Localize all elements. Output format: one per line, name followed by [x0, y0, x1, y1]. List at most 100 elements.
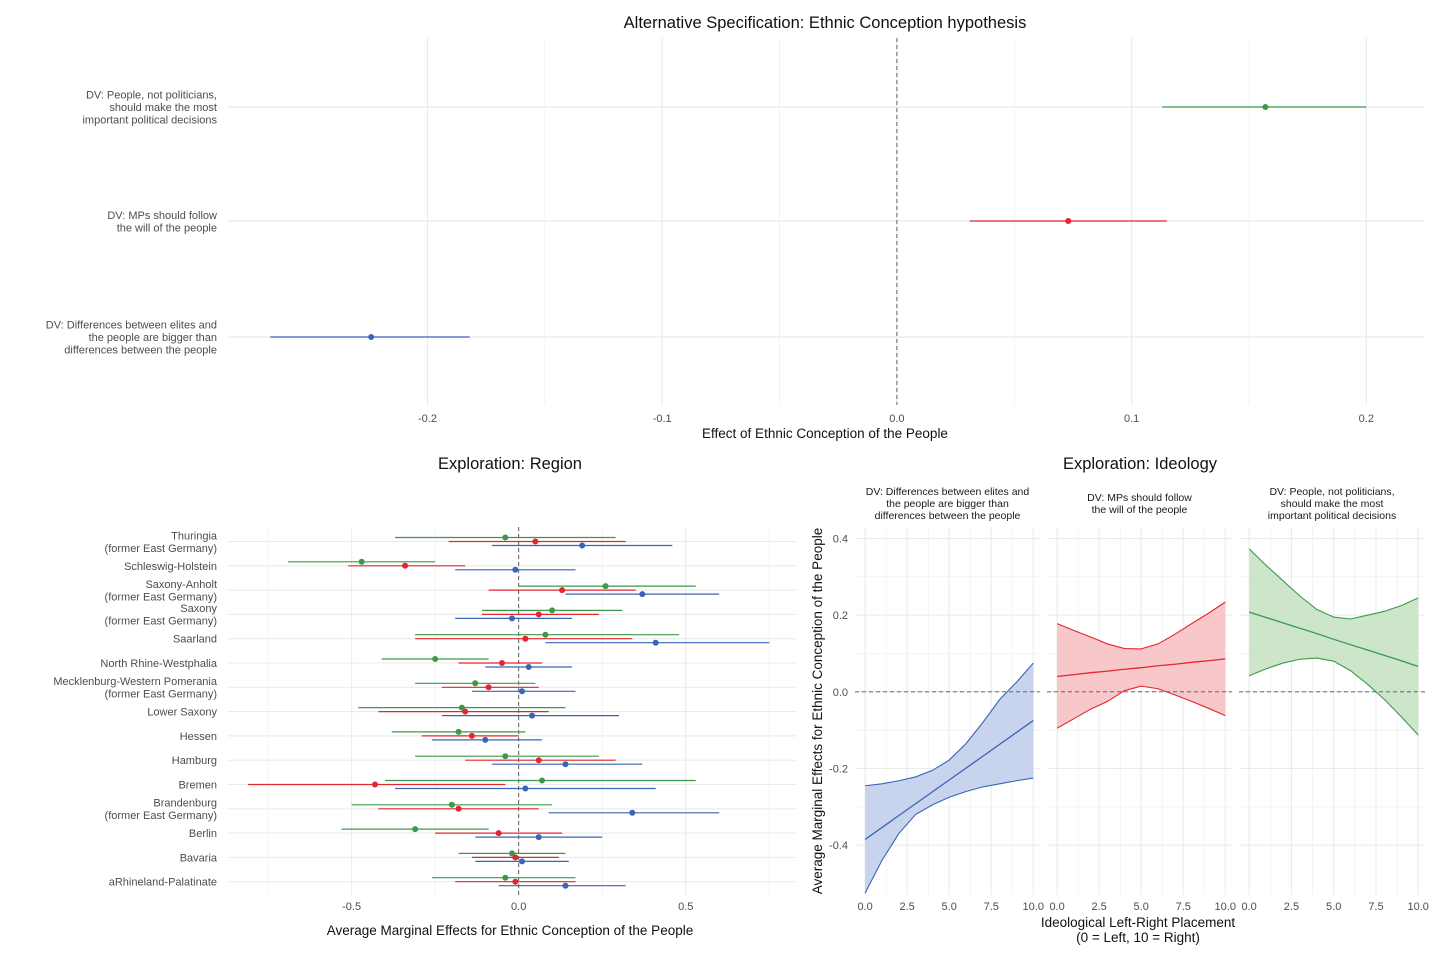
x-tick-label: 0.0 — [1049, 901, 1064, 913]
x-tick-label: 0.0 — [857, 901, 872, 913]
estimate-point — [432, 656, 439, 662]
x-axis-label: Ideological Left-Right Placement (0 = Lef… — [1041, 915, 1236, 945]
facet-title: DV: People, not politicians, should make … — [1268, 486, 1396, 522]
estimate-point — [562, 882, 569, 889]
estimate-point — [629, 809, 636, 816]
estimate-point — [458, 704, 465, 711]
y-category-label: Saarland — [173, 634, 217, 646]
y-category-label: DV: Differences between elites and the pe… — [46, 320, 217, 357]
estimate-point — [495, 830, 502, 837]
estimate-point — [512, 854, 519, 861]
estimate-point — [502, 534, 509, 541]
x-tick-label: 7.5 — [1368, 901, 1383, 913]
estimate-point — [529, 712, 536, 719]
confidence-band — [1249, 548, 1419, 736]
x-tick-label: 0.1 — [1124, 413, 1139, 425]
x-tick-label: 7.5 — [1176, 901, 1191, 913]
x-tick-label: 0.5 — [678, 901, 693, 913]
y-category-label: Mecklenburg-Western Pomerania (former Eas… — [53, 676, 218, 701]
estimate-point — [455, 805, 462, 812]
estimate-line — [1248, 611, 1419, 668]
estimate-point — [358, 558, 365, 565]
facet-title: DV: Differences between elites and the pe… — [866, 486, 1030, 522]
estimate-point — [1065, 218, 1072, 224]
estimate-point — [472, 680, 479, 687]
y-tick-label: -0.4 — [829, 840, 848, 852]
estimate-line — [1057, 658, 1226, 678]
x-tick-label: 5.0 — [942, 901, 957, 913]
x-tick-label: 10.0 — [1215, 901, 1236, 913]
x-tick-label: 7.5 — [984, 901, 999, 913]
lower-bound-line — [1248, 657, 1419, 736]
upper-bound-line — [865, 662, 1034, 787]
lower-bound-line — [1056, 685, 1226, 729]
y-tick-label: 0.0 — [833, 687, 848, 699]
estimate-point — [509, 615, 515, 622]
x-tick-label: -0.5 — [342, 901, 361, 913]
y-category-label: Saxony-Anholt (former East Germany) — [105, 579, 217, 604]
estimate-point — [498, 660, 505, 666]
y-category-label: DV: People, not politicians, should make … — [82, 90, 217, 127]
x-tick-label: -0.2 — [418, 413, 437, 425]
x-tick-label: 10.0 — [1023, 901, 1044, 913]
y-category-label: Schleswig-Holstein — [124, 561, 217, 573]
facet-2: 0.0 2.5 5.0 7.5 10.0 DV: MPs should follow the… — [1047, 492, 1236, 913]
estimate-point — [519, 858, 526, 865]
x-axis-label: Average Marginal Effects for Ethnic Conc… — [327, 923, 693, 938]
estimate-point — [1262, 104, 1269, 110]
x-tick-label: 2.5 — [899, 901, 914, 913]
x-tick-label: 5.0 — [1134, 901, 1149, 913]
y-category-label: Bremen — [178, 780, 217, 792]
y-category-label: DV: MPs should follow the will of the peo… — [107, 210, 217, 235]
y-category-label: Thuringia (former East Germany) — [105, 530, 218, 555]
estimate-point — [522, 785, 529, 792]
estimate-point — [372, 781, 379, 788]
upper-bound-line — [1056, 601, 1226, 650]
estimate-point — [455, 728, 462, 735]
upper-bound-line — [1248, 548, 1419, 620]
y-category-label: Berlin — [189, 828, 217, 840]
estimate-point — [525, 664, 532, 670]
x-tick-label: 2.5 — [1091, 901, 1106, 913]
estimate-point — [532, 538, 539, 545]
estimate-point — [535, 611, 542, 618]
x-tick-label: 2.5 — [1284, 901, 1299, 913]
y-category-label: North Rhine-Westphalia — [100, 658, 217, 670]
y-category-label: Bavaria — [180, 852, 218, 864]
x-tick-label: 5.0 — [1326, 901, 1341, 913]
y-category-label: Brandenburg (former East Germany) — [105, 798, 217, 823]
y-category-label: Hamburg — [172, 755, 217, 767]
facet-title: DV: MPs should follow the will of the peo… — [1087, 492, 1192, 516]
estimate-point — [512, 566, 519, 573]
estimate-point — [485, 684, 492, 691]
y-tick-label: 0.4 — [833, 534, 848, 546]
estimate-point — [639, 591, 646, 598]
estimate-point — [535, 834, 542, 841]
estimate-point — [462, 708, 469, 715]
y-category-label: Saxony (former East Germany) — [105, 603, 218, 628]
y-category-label: Hessen — [180, 731, 217, 743]
x-axis-label: Effect of Ethnic Conception of the Peopl… — [702, 426, 948, 441]
panel-ideology: -0.4 -0.2 0.0 0.2 0.4 0.0 2.5 5.0 7.5 10.0 DV: Dif… — [810, 455, 1429, 945]
estimate-point — [579, 542, 586, 549]
estimate-line — [864, 720, 1034, 840]
estimate-point — [509, 850, 515, 857]
facet-3: 0.0 2.5 5.0 7.5 10.0 DV: People, not politici… — [1239, 486, 1429, 913]
chart-title: Exploration: Ideology — [1063, 455, 1218, 473]
estimate-point — [549, 607, 556, 614]
estimate-point — [482, 736, 489, 743]
estimate-point — [368, 334, 375, 340]
estimate-point — [412, 826, 419, 833]
estimate-point — [559, 587, 566, 594]
estimate-point — [562, 761, 569, 768]
chart-title: Exploration: Region — [438, 455, 582, 473]
x-tick-label: 0.2 — [1359, 413, 1374, 425]
estimate-point — [468, 732, 475, 739]
estimate-point — [512, 878, 519, 885]
estimate-point — [652, 639, 659, 646]
confidence-band — [865, 663, 1034, 894]
panel-region: -0.5 0.0 0.5 Thuringia (former East Germany)… — [53, 455, 796, 938]
chart-title: Alternative Specification: Ethnic Concep… — [624, 14, 1027, 32]
estimate-point — [539, 777, 546, 784]
